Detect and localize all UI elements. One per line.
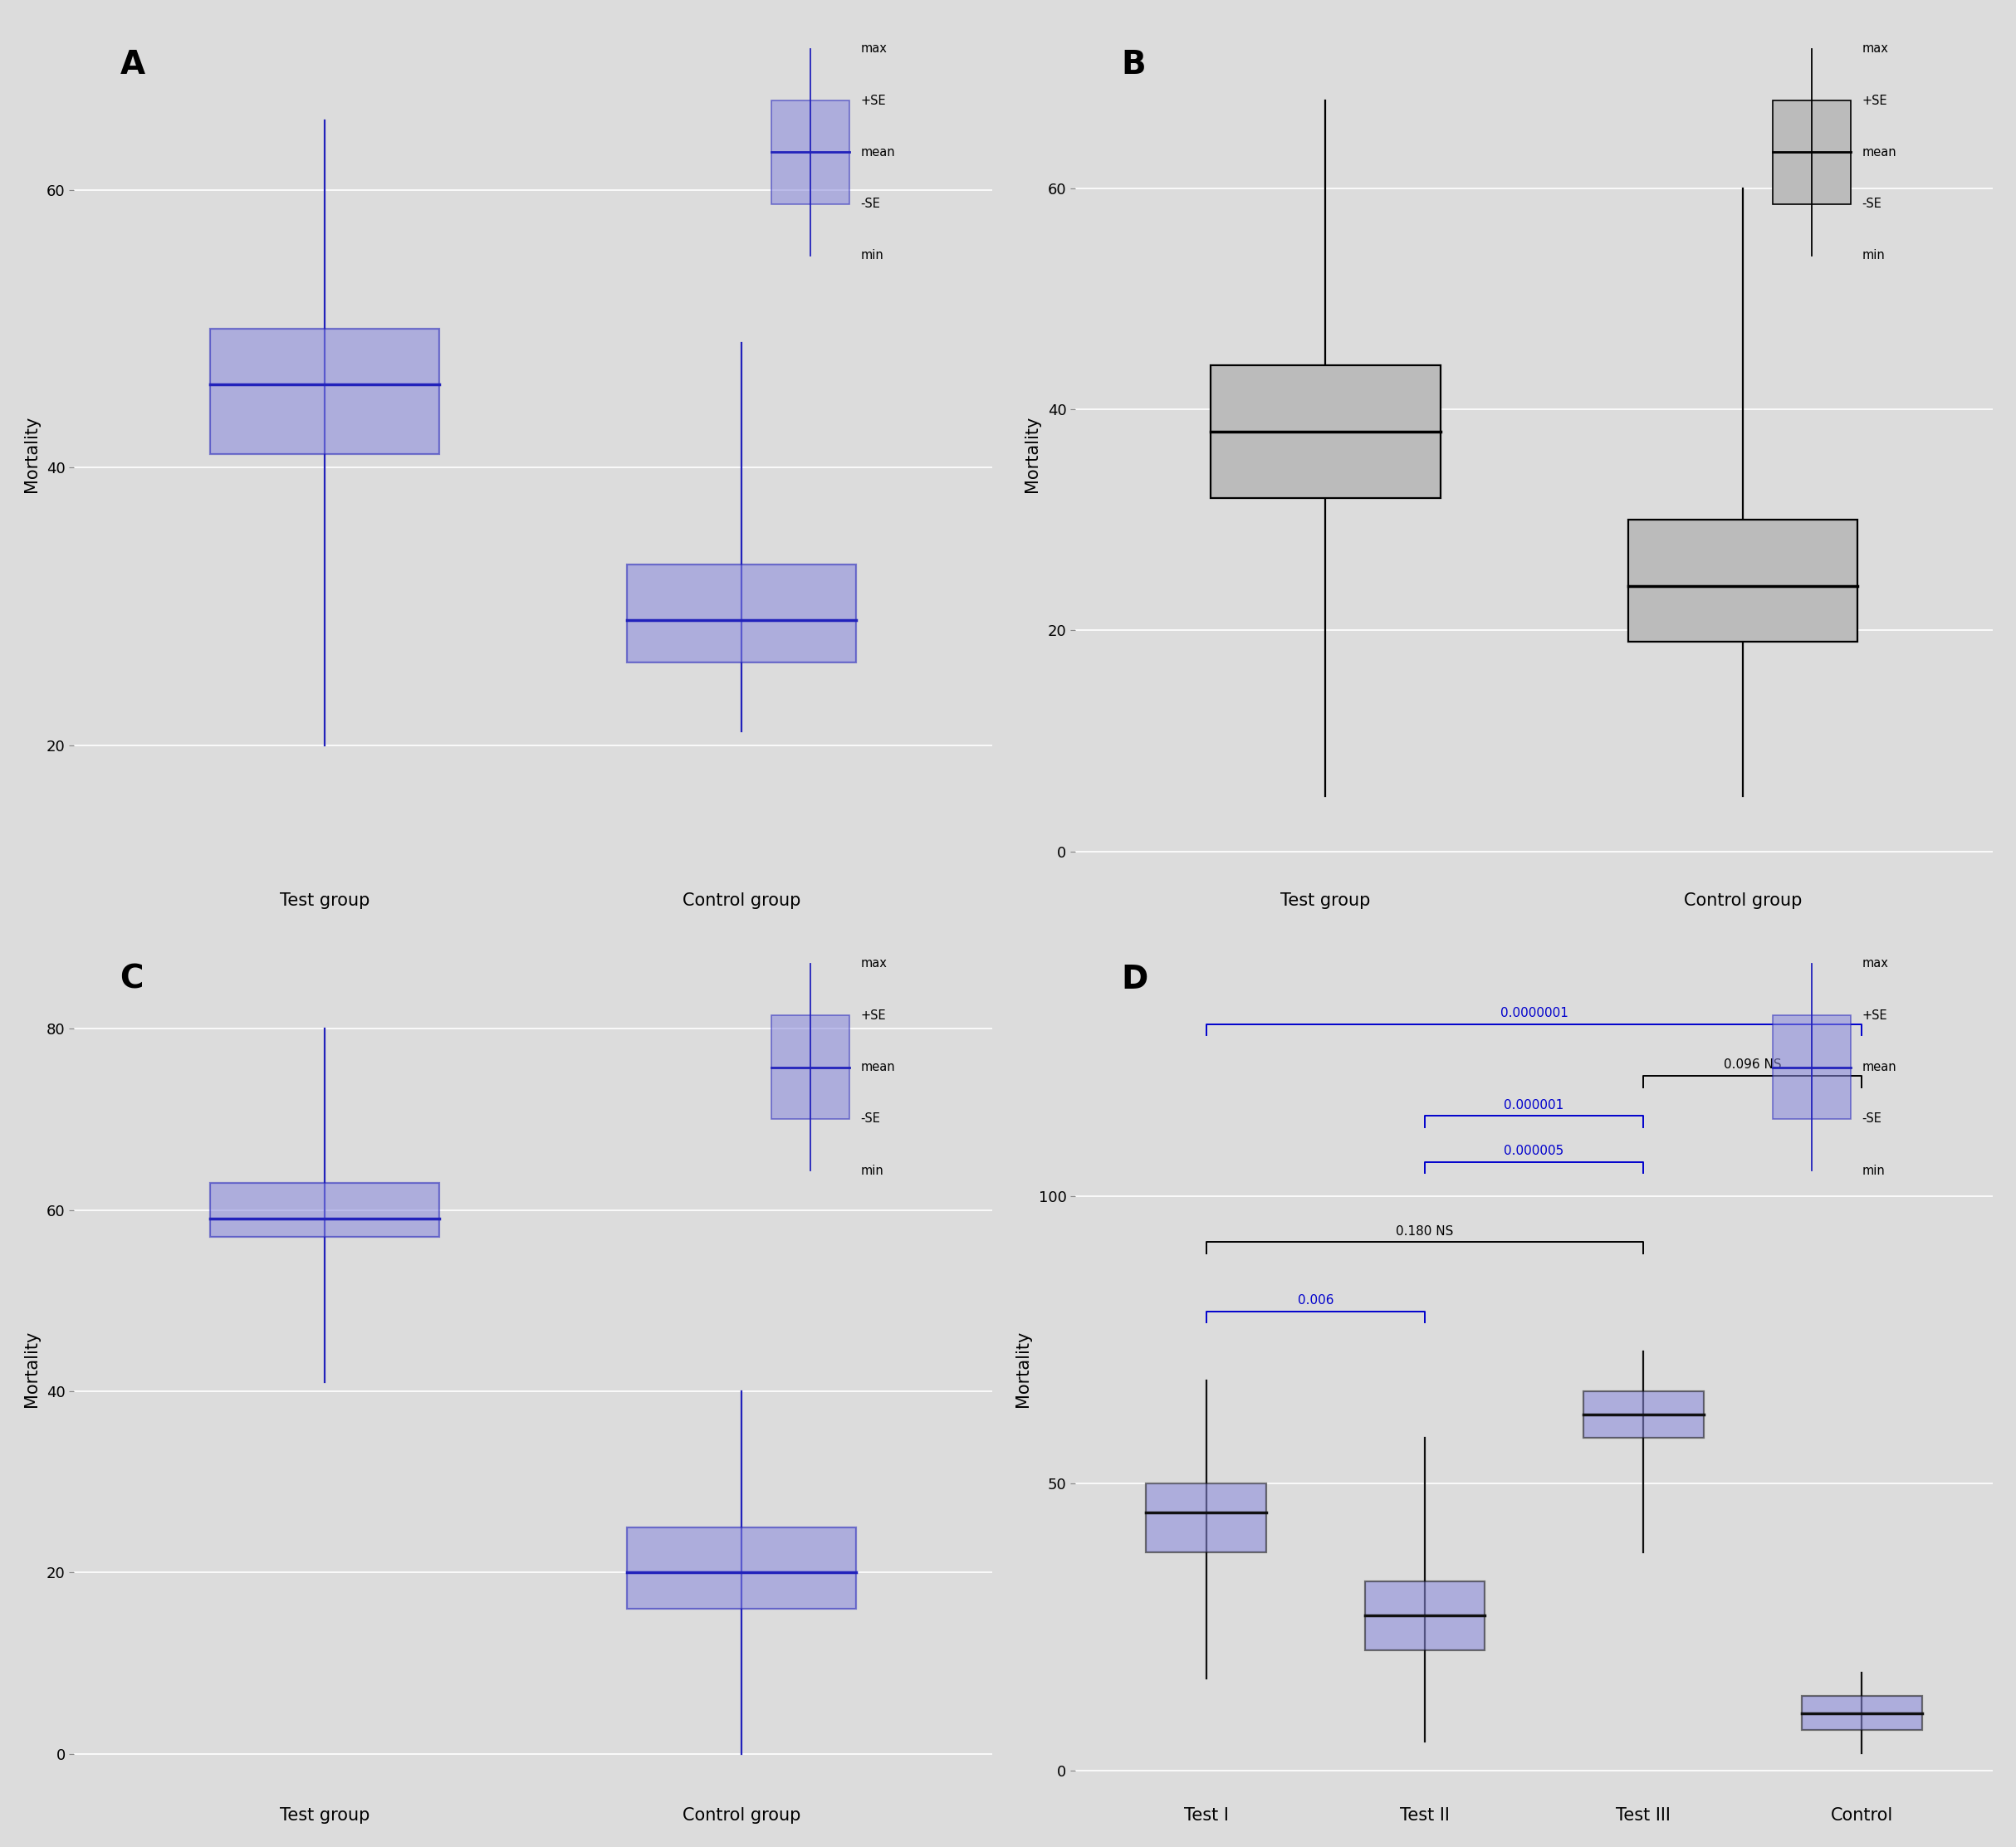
Text: +SE: +SE bbox=[861, 94, 887, 107]
Text: -SE: -SE bbox=[1861, 198, 1881, 211]
Text: -SE: -SE bbox=[861, 198, 881, 211]
Text: A: A bbox=[121, 48, 145, 81]
Bar bbox=[1147, 1483, 1266, 1551]
Y-axis label: Mortality: Mortality bbox=[1014, 1330, 1032, 1407]
Y-axis label: Mortality: Mortality bbox=[22, 416, 40, 491]
Text: mean: mean bbox=[861, 1060, 895, 1073]
FancyBboxPatch shape bbox=[1772, 1016, 1851, 1119]
Bar bbox=[1212, 366, 1439, 499]
Text: 0.000005: 0.000005 bbox=[1504, 1145, 1564, 1158]
Text: 0.006: 0.006 bbox=[1298, 1295, 1335, 1306]
Bar bbox=[1802, 1696, 1921, 1731]
Text: +SE: +SE bbox=[861, 1008, 887, 1021]
Text: max: max bbox=[861, 42, 887, 55]
Text: C: C bbox=[121, 964, 143, 996]
Bar bbox=[627, 1527, 857, 1609]
Text: +SE: +SE bbox=[1861, 94, 1887, 107]
Text: max: max bbox=[861, 957, 887, 970]
Bar bbox=[210, 329, 439, 454]
Bar bbox=[1365, 1581, 1486, 1649]
Text: max: max bbox=[1861, 42, 1889, 55]
Text: 0.0000001: 0.0000001 bbox=[1500, 1007, 1568, 1020]
Text: 0.000001: 0.000001 bbox=[1504, 1099, 1564, 1112]
Text: D: D bbox=[1121, 964, 1147, 996]
Text: max: max bbox=[1861, 957, 1889, 970]
Text: min: min bbox=[861, 1164, 883, 1177]
Bar bbox=[1629, 521, 1857, 641]
Y-axis label: Mortality: Mortality bbox=[1024, 416, 1040, 491]
Text: -SE: -SE bbox=[861, 1112, 881, 1125]
FancyBboxPatch shape bbox=[772, 100, 849, 203]
Text: min: min bbox=[1861, 1164, 1885, 1177]
Text: 0.096 NS: 0.096 NS bbox=[1724, 1058, 1782, 1071]
Bar bbox=[627, 565, 857, 661]
Text: +SE: +SE bbox=[1861, 1008, 1887, 1021]
Text: -SE: -SE bbox=[1861, 1112, 1881, 1125]
Text: min: min bbox=[861, 249, 883, 262]
Text: mean: mean bbox=[1861, 146, 1897, 159]
Text: min: min bbox=[1861, 249, 1885, 262]
FancyBboxPatch shape bbox=[1772, 100, 1851, 203]
Text: mean: mean bbox=[861, 146, 895, 159]
FancyBboxPatch shape bbox=[772, 1016, 849, 1119]
Text: 0.180 NS: 0.180 NS bbox=[1395, 1225, 1454, 1237]
Text: B: B bbox=[1121, 48, 1145, 81]
Text: mean: mean bbox=[1861, 1060, 1897, 1073]
Y-axis label: Mortality: Mortality bbox=[22, 1330, 40, 1407]
Bar bbox=[210, 1182, 439, 1237]
Bar bbox=[1583, 1391, 1704, 1437]
